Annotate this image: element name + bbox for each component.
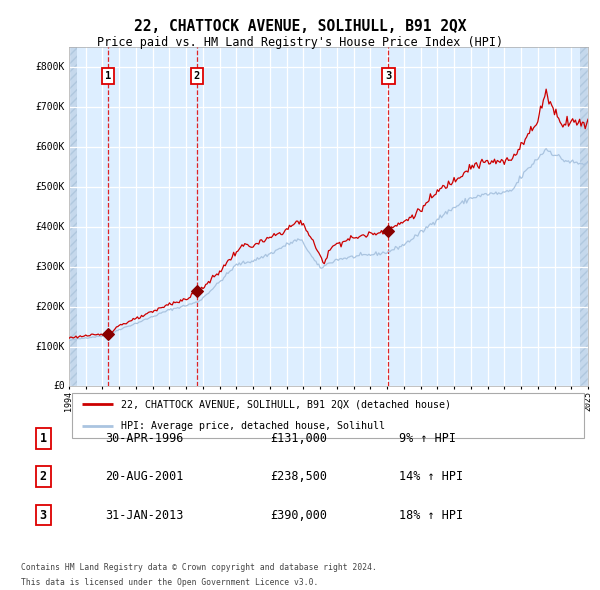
Text: £100K: £100K	[35, 342, 65, 352]
Text: £800K: £800K	[35, 62, 65, 72]
Text: 3: 3	[385, 71, 392, 81]
Text: HPI: Average price, detached house, Solihull: HPI: Average price, detached house, Soli…	[121, 421, 385, 431]
Text: £400K: £400K	[35, 222, 65, 232]
Text: 1: 1	[105, 71, 111, 81]
Text: 14% ↑ HPI: 14% ↑ HPI	[399, 470, 463, 483]
Point	[192, 287, 202, 296]
Point	[103, 329, 113, 339]
Text: £390,000: £390,000	[270, 509, 327, 522]
Text: £238,500: £238,500	[270, 470, 327, 483]
Text: 22, CHATTOCK AVENUE, SOLIHULL, B91 2QX: 22, CHATTOCK AVENUE, SOLIHULL, B91 2QX	[134, 19, 466, 34]
Text: 2: 2	[40, 470, 47, 483]
Text: 1: 1	[40, 432, 47, 445]
Text: 2: 2	[194, 71, 200, 81]
FancyBboxPatch shape	[71, 393, 584, 438]
Text: 22, CHATTOCK AVENUE, SOLIHULL, B91 2QX (detached house): 22, CHATTOCK AVENUE, SOLIHULL, B91 2QX (…	[121, 399, 451, 409]
Text: 9% ↑ HPI: 9% ↑ HPI	[399, 432, 456, 445]
Bar	[580, 47, 588, 386]
Text: £131,000: £131,000	[270, 432, 327, 445]
Bar	[69, 47, 77, 386]
Text: 3: 3	[40, 509, 47, 522]
Point	[383, 226, 393, 235]
Text: £500K: £500K	[35, 182, 65, 192]
Text: 18% ↑ HPI: 18% ↑ HPI	[399, 509, 463, 522]
Text: £0: £0	[53, 382, 65, 391]
Text: Contains HM Land Registry data © Crown copyright and database right 2024.: Contains HM Land Registry data © Crown c…	[21, 563, 377, 572]
Text: £300K: £300K	[35, 262, 65, 272]
Text: £600K: £600K	[35, 142, 65, 152]
Text: £200K: £200K	[35, 301, 65, 312]
Text: Price paid vs. HM Land Registry's House Price Index (HPI): Price paid vs. HM Land Registry's House …	[97, 36, 503, 49]
Text: This data is licensed under the Open Government Licence v3.0.: This data is licensed under the Open Gov…	[21, 578, 319, 588]
Text: 31-JAN-2013: 31-JAN-2013	[105, 509, 184, 522]
Text: £700K: £700K	[35, 102, 65, 112]
Text: 30-APR-1996: 30-APR-1996	[105, 432, 184, 445]
Text: 20-AUG-2001: 20-AUG-2001	[105, 470, 184, 483]
